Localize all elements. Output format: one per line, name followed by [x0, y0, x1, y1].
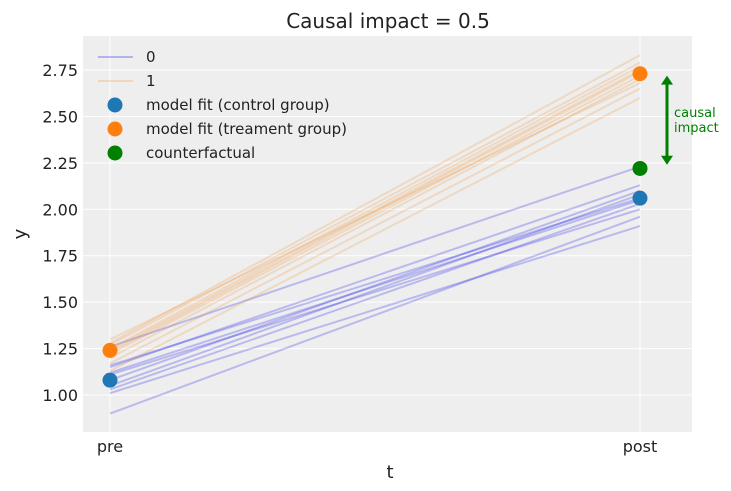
series-1-line [109, 69, 641, 352]
series-1-line [109, 74, 641, 356]
series-0-line [109, 189, 641, 382]
arrow-head-up-icon [661, 75, 673, 85]
point-model-fit-treament-group- [102, 342, 118, 358]
y-tick-label: 2.75 [42, 61, 78, 80]
series-1-line [109, 70, 641, 354]
y-tick-label: 2.50 [42, 107, 78, 126]
series-0-line [109, 197, 641, 367]
series-1-line [109, 65, 641, 350]
legend-marker [107, 97, 123, 113]
chart-title: Causal impact = 0.5 [286, 9, 490, 33]
x-tick-label: post [623, 437, 658, 456]
legend-label: 1 [146, 72, 156, 90]
series-1-line [109, 78, 641, 359]
series-0-line [109, 202, 641, 391]
annotation-text: causal [674, 106, 716, 121]
y-tick-label: 1.25 [42, 340, 78, 359]
series-1-line [109, 96, 641, 372]
series-0-line [109, 199, 641, 374]
point-counterfactual [632, 160, 648, 176]
series-1-line [109, 87, 641, 365]
y-tick-label: 1.50 [42, 293, 78, 312]
arrow-head-down-icon [661, 155, 673, 165]
plot-area [83, 36, 692, 432]
x-tick-label: pre [97, 437, 123, 456]
series-0-line [109, 184, 641, 369]
x-axis-label: t [386, 462, 393, 483]
series-1-line [109, 82, 641, 341]
y-tick-label: 2.00 [42, 200, 78, 219]
legend-label: model fit (treament group) [146, 120, 347, 138]
point-model-fit-treament-group- [632, 66, 648, 82]
series-0-line [109, 165, 641, 348]
point-model-fit-control-group- [632, 190, 648, 206]
series-0-line [109, 193, 641, 387]
series-0-line [109, 215, 641, 415]
series-1-line [109, 61, 641, 346]
annotation-text: impact [674, 121, 719, 136]
legend-label: counterfactual [146, 144, 255, 162]
y-tick-label: 2.25 [42, 154, 78, 173]
series-0-line [109, 208, 641, 376]
legend-label: 0 [146, 48, 156, 66]
y-axis-label: y [10, 228, 31, 239]
legend-marker [107, 121, 123, 137]
y-tick-label: 1.00 [42, 386, 78, 405]
legend-marker [107, 145, 123, 161]
series-0-line [109, 225, 641, 395]
legend-label: model fit (control group) [146, 96, 330, 114]
legend: 0 1 model fit (control group) model fit (tr… [98, 48, 347, 162]
series-1-line [109, 54, 641, 344]
y-tick-label: 1.75 [42, 247, 78, 266]
point-model-fit-control-group- [102, 372, 118, 388]
